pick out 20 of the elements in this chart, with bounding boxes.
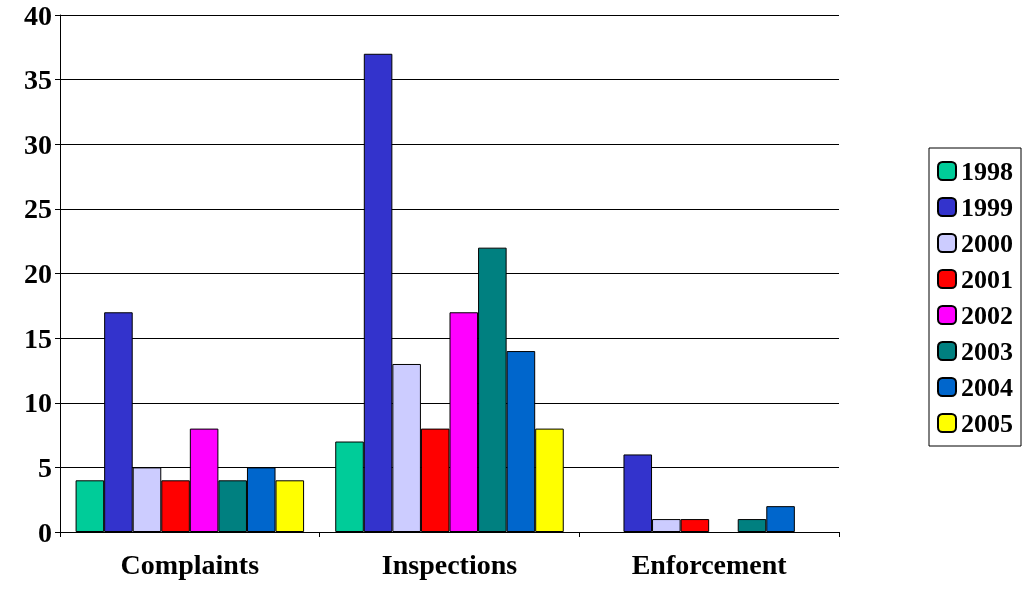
- legend-label: 2001: [961, 264, 1013, 294]
- y-tick-label: 35: [24, 64, 52, 96]
- y-tick-label: 0: [38, 516, 52, 548]
- legend-label: 2004: [961, 372, 1013, 402]
- y-tick-label: 5: [38, 451, 52, 483]
- legend-label: 2002: [961, 300, 1013, 330]
- legend-label: 1999: [961, 192, 1013, 222]
- y-tick-label: 15: [24, 322, 52, 354]
- legend-label: 2005: [961, 408, 1013, 438]
- legend-label: 2000: [961, 228, 1013, 258]
- y-tick-label: 10: [24, 387, 52, 419]
- y-tick-label: 25: [24, 193, 52, 225]
- x-tick-label: Enforcement: [631, 548, 788, 580]
- x-tick-label: Complaints: [120, 548, 260, 580]
- y-tick-label: 30: [24, 128, 52, 160]
- y-tick-label: 20: [24, 258, 52, 289]
- x-tick-label: Inspections: [381, 548, 518, 580]
- legend-label: 1998: [961, 156, 1013, 186]
- legend-label: 2003: [961, 336, 1013, 366]
- y-tick-label: 40: [24, 0, 52, 31]
